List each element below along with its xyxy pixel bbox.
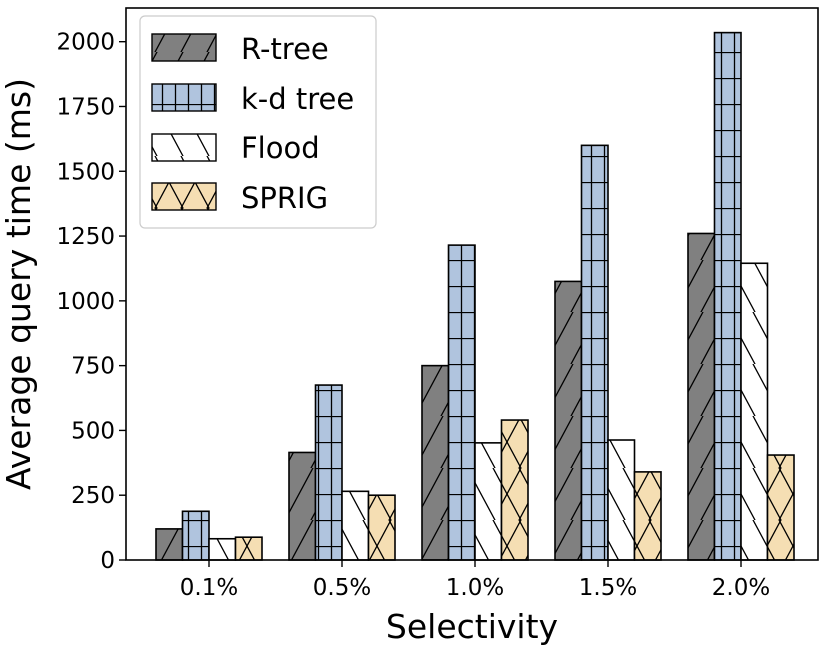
bar-k-d-tree-0-5-hatch	[314, 384, 343, 561]
bar-flood-2-0-hatch	[740, 262, 769, 561]
legend-swatch-r-tree-hatch	[151, 33, 217, 62]
y-tick-label: 1750	[56, 94, 115, 120]
y-axis: 0 250 500 750 1000 1250 1500 1750 2000	[56, 30, 126, 574]
bar-flood-1-5-hatch	[607, 439, 636, 561]
bar-flood-0-1-hatch	[208, 537, 237, 561]
legend-frame	[139, 15, 377, 229]
y-tick-label: 500	[71, 418, 115, 444]
bar-r-tree-1-5-hatch	[554, 280, 583, 561]
x-tick-label: 1.5%	[579, 575, 637, 601]
y-tick-label: 1500	[56, 159, 115, 185]
y-tick-label: 1000	[56, 289, 115, 315]
bars-layer	[155, 31, 795, 561]
bar-flood-0-5-hatch	[341, 490, 370, 561]
x-tick-label: 1.0%	[446, 575, 504, 601]
bar-r-tree-1-0-hatch	[421, 364, 450, 561]
bar-flood-1-0-hatch	[474, 442, 503, 561]
bar-sprig-2-0-hatch	[766, 454, 795, 561]
plot-frame	[125, 7, 819, 561]
bar-r-tree-2-0-hatch	[687, 232, 716, 561]
bar-sprig-1-0-hatch	[500, 419, 529, 561]
legend-label-kd-tree: k-d tree	[241, 82, 354, 116]
y-axis-label: Average query time (ms)	[0, 78, 38, 490]
legend-label-r-tree: R-tree	[241, 32, 329, 66]
bar-r-tree-0-1-hatch	[155, 528, 184, 561]
bar-sprig-0-1-hatch	[234, 536, 263, 561]
bar-sprig-1-5-hatch	[633, 471, 662, 561]
x-axis: 0.1% 0.5% 1.0% 1.5% 2.0%	[180, 560, 770, 601]
legend-swatch-flood-hatch	[151, 133, 217, 162]
bar-k-d-tree-1-5-hatch	[580, 144, 609, 561]
x-tick-label: 0.5%	[313, 575, 371, 601]
x-tick-label: 0.1%	[180, 575, 238, 601]
y-tick-label: 2000	[56, 30, 115, 56]
bar-r-tree-0-5-hatch	[288, 451, 317, 561]
bar-sprig-0-5-hatch	[367, 494, 396, 561]
legend-swatch-k-d-tree-hatch	[151, 83, 217, 112]
y-tick-label: 0	[100, 548, 115, 574]
x-tick-label: 2.0%	[712, 575, 770, 601]
y-tick-label: 250	[71, 483, 115, 509]
y-tick-label: 750	[71, 354, 115, 380]
bar-k-d-tree-1-0-hatch	[447, 244, 476, 561]
bar-k-d-tree-2-0-hatch	[713, 31, 742, 561]
legend: R-tree k-d tree Flood SPRIG	[139, 15, 377, 229]
legend-swatch-sprig-hatch	[151, 182, 217, 211]
x-axis-label: Selectivity	[386, 607, 558, 646]
legend-label-flood: Flood	[241, 131, 320, 165]
y-tick-label: 1250	[56, 224, 115, 250]
legend-label-sprig: SPRIG	[241, 181, 328, 215]
bar-k-d-tree-0-1-hatch	[181, 510, 210, 561]
